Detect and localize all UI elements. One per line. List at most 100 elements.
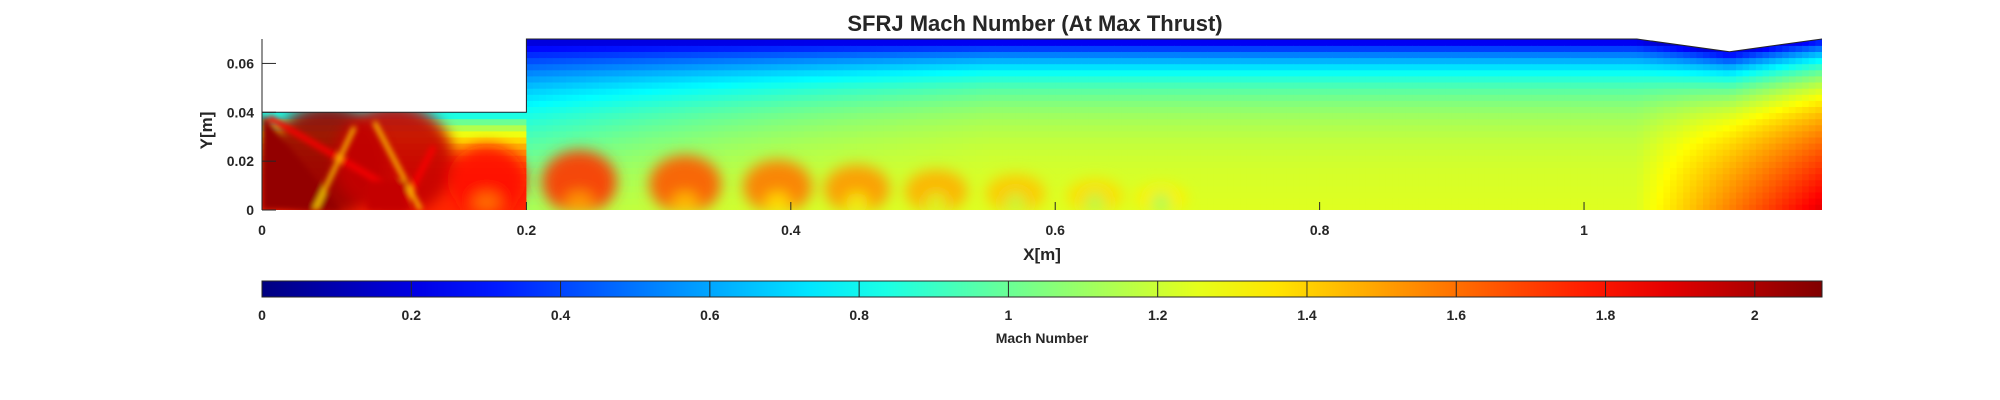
field-cell [1319,112,1327,120]
field-cell [1286,69,1294,77]
field-cell [546,100,554,107]
field-cell [552,51,561,59]
field-cell [585,87,594,95]
field-cell [751,155,759,162]
field-cell [400,63,409,71]
field-cell [982,155,990,162]
field-cell [1246,45,1255,52]
field-cell [387,81,395,89]
field-cell [850,155,858,162]
field-cell [969,39,977,46]
field-cell [764,100,772,107]
field-cell [903,63,911,71]
field-cell [1127,87,1136,95]
field-cell [440,81,448,89]
field-cell [949,142,957,150]
field-cell [308,57,316,65]
field-cell [1398,191,1407,199]
field-cell [585,51,594,59]
field-cell [480,94,488,101]
field-cell [909,124,918,132]
field-cell [1233,185,1242,193]
field-cell [1068,173,1076,181]
field-cell [552,124,561,132]
field-cell [784,130,792,138]
field-cell [493,39,501,46]
field-cell [1200,118,1208,126]
field-cell [1313,130,1321,138]
field-cell [1055,124,1063,132]
field-cell [975,57,984,65]
field-cell [724,148,733,156]
field-cell [599,136,607,144]
field-cell [1385,112,1394,120]
field-cell [1412,173,1420,181]
field-cell [1286,94,1294,101]
field-cell [275,100,283,107]
field-cell [916,39,924,46]
field-cell [387,39,395,46]
field-cell [896,69,904,77]
field-cell [942,57,951,65]
field-cell [1167,94,1175,101]
field-cell [1346,100,1354,107]
field-cell [301,45,310,52]
field-cell [526,179,534,187]
field-cell [1339,112,1347,120]
field-cell [1088,75,1096,83]
field-cell [1147,57,1156,65]
field-cell [1326,185,1334,193]
field-cell [1313,112,1321,120]
field-cell [1075,39,1083,46]
field-cell [1015,124,1023,132]
field-cell [1379,87,1387,95]
field-cell [1161,106,1169,114]
field-cell [605,136,614,144]
field-cell [1346,142,1354,150]
field-cell [923,100,931,107]
field-cell [1418,63,1427,71]
field-cell [1161,167,1169,175]
field-cell [612,87,620,95]
field-cell [638,57,647,65]
field-cell [797,94,805,101]
field-cell [500,130,508,138]
field-cell [804,81,812,89]
field-cell [1035,94,1043,101]
field-cell [1161,75,1169,83]
field-cell [645,81,653,89]
field-cell [1286,39,1294,46]
field-cell [1372,87,1380,95]
field-cell [1286,106,1294,114]
field-cell [678,94,686,101]
field-cell [1306,81,1314,89]
field-cell [453,75,462,83]
field-cell [1326,136,1334,144]
field-cell [612,51,620,59]
field-cell [1220,112,1228,120]
field-cell [1022,81,1030,89]
field-cell [1114,161,1123,168]
field-cell [1028,167,1037,175]
field-cell [1280,81,1288,89]
field-cell [896,124,904,132]
field-cell [374,39,382,46]
field-cell [724,179,733,187]
field-cell [737,81,746,89]
field-cell [962,75,971,83]
field-cell [923,142,931,150]
field-cell [724,197,733,205]
field-cell [1432,203,1440,210]
field-cell [731,39,739,46]
field-cell [440,75,448,83]
field-cell [1127,197,1136,205]
field-cell [678,75,686,83]
field-cell [1260,69,1268,77]
field-cell [698,75,706,83]
field-cell [427,75,435,83]
field-cell [1220,106,1228,114]
field-cell [275,94,283,101]
field-cell [1154,51,1162,59]
field-cell [1359,124,1367,132]
field-cell [1028,148,1037,156]
